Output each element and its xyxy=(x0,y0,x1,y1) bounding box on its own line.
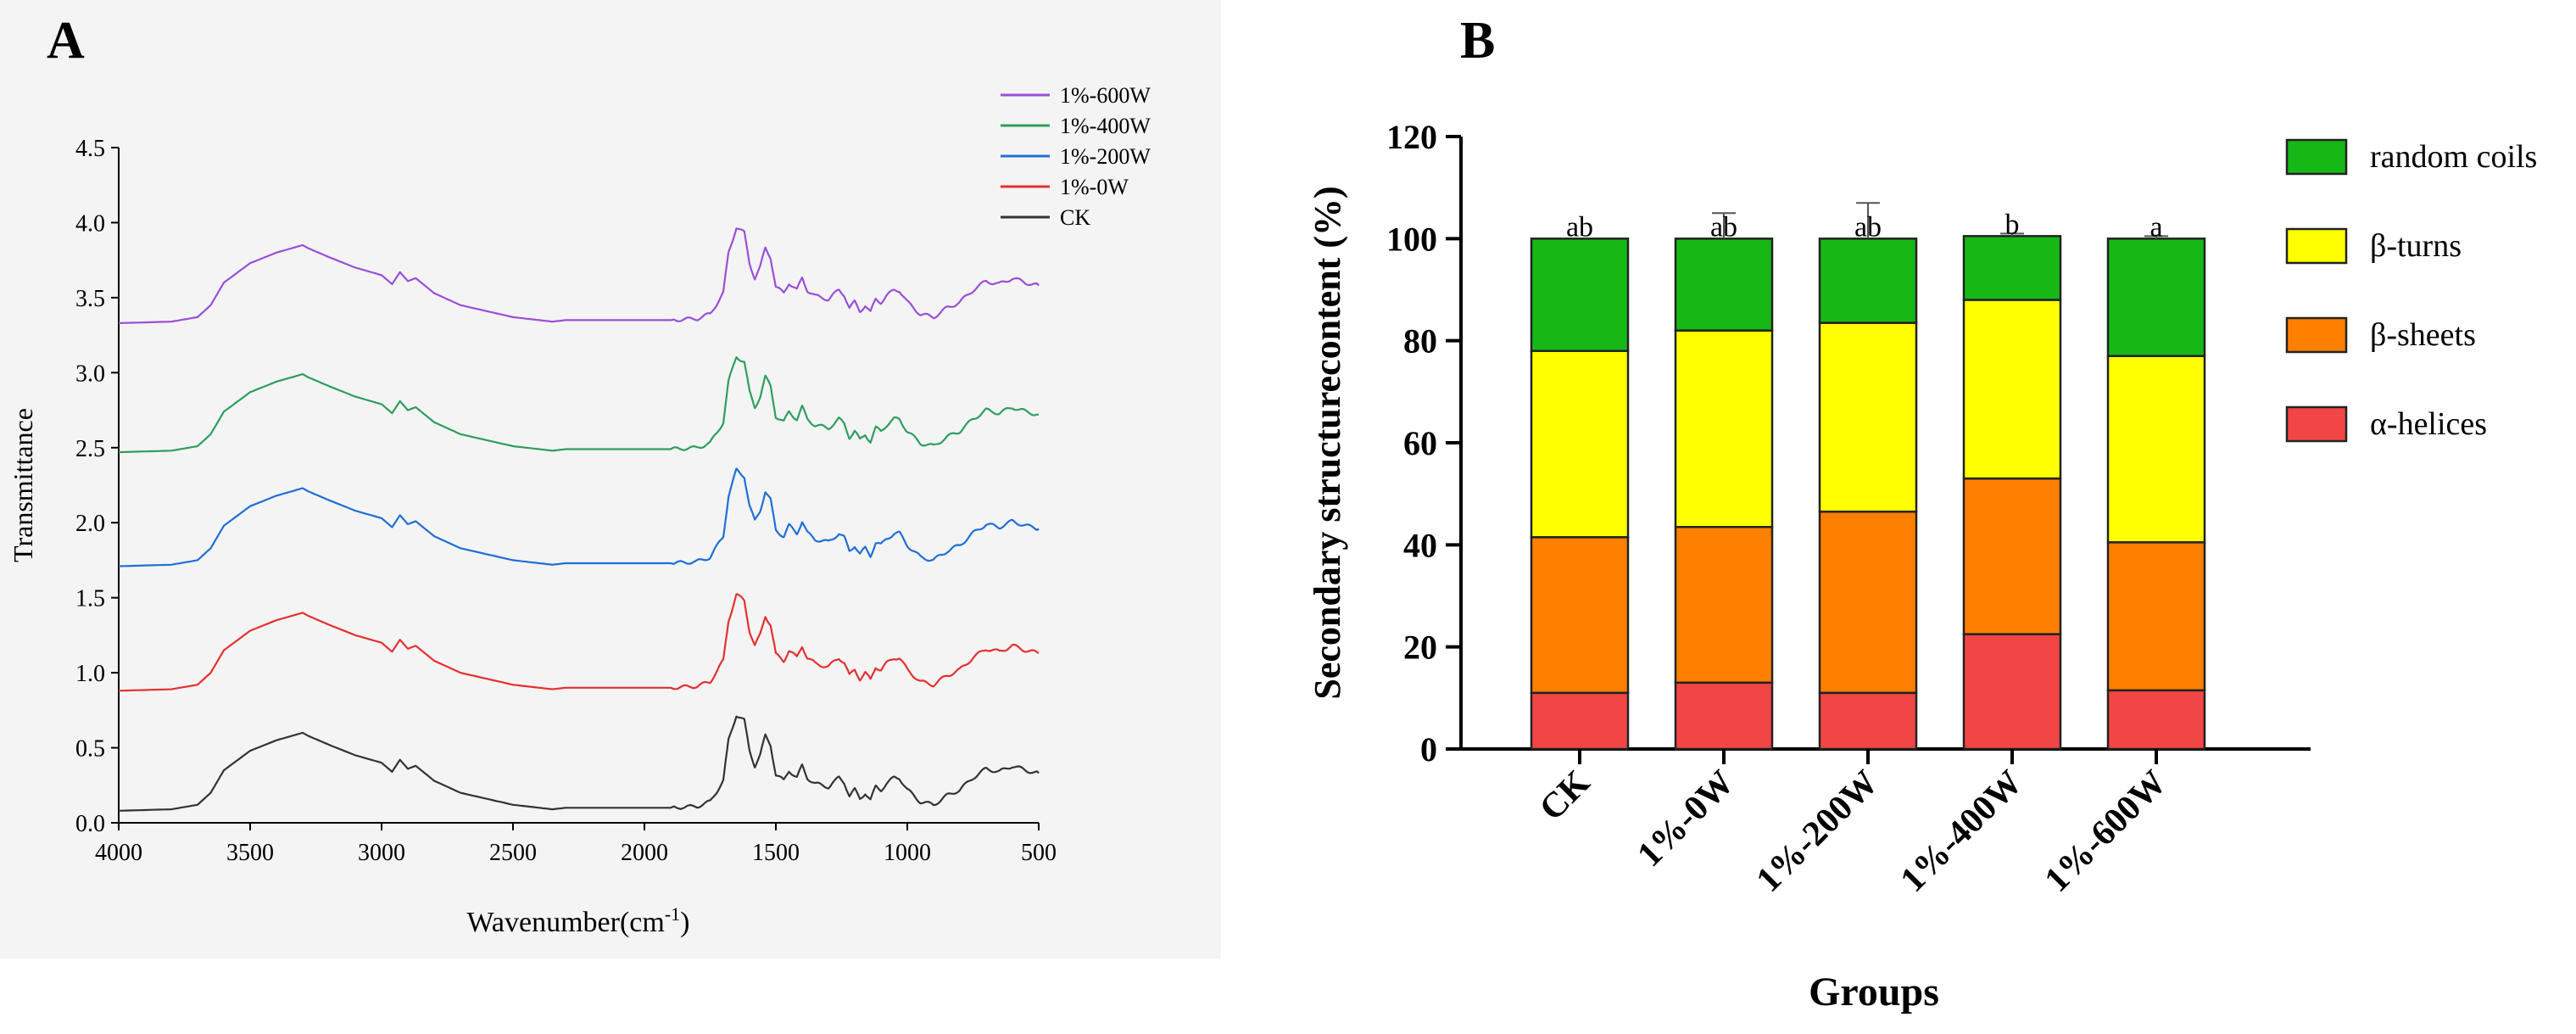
panel-b-label: B xyxy=(1460,12,1495,70)
x-tick-label: CK xyxy=(1532,763,1597,828)
panel-a-plot: 4000 3500 3000 2500 2000 1500 1000 500 0.0 0.5 1.… xyxy=(8,83,1151,938)
panel-a-x-axis-title-end: ) xyxy=(680,907,689,938)
panel-a-y-ticks: 0.0 0.5 1.0 1.5 2.0 2.5 3.0 3.5 4.0 4.5 xyxy=(75,136,119,837)
bar-segment-β-turns xyxy=(1962,299,2062,480)
legend-label: random coils xyxy=(2370,139,2537,175)
bar-segment-β-turns xyxy=(1818,321,1918,513)
significance-letter: a xyxy=(2149,211,2162,243)
significance-letter: ab xyxy=(1566,211,1593,243)
x-tick-label: 3000 xyxy=(358,840,405,866)
legend-swatch xyxy=(2285,316,2348,354)
panel-a-x-axis-title-main: Wavenumber(cm xyxy=(467,907,665,938)
bar-segment-α-helices xyxy=(2106,689,2206,751)
bar-segment-β-turns xyxy=(1530,349,1630,539)
y-tick-label: 4.0 xyxy=(75,210,105,237)
y-tick-label: 20 xyxy=(1403,629,1437,667)
x-tick-label: 1%-200W xyxy=(1749,763,1886,900)
y-tick-label: 1.5 xyxy=(75,586,105,612)
bar-segment-β-sheets xyxy=(1530,536,1630,695)
y-tick-label: 0.5 xyxy=(75,736,105,763)
bar-segment-β-sheets xyxy=(1818,510,1918,695)
panel-a-series-lines xyxy=(118,227,1040,812)
bar-segment-random coils xyxy=(1674,238,1774,332)
x-tick-label: 1%-0W xyxy=(1631,763,1742,875)
series-line-1%-400W xyxy=(118,356,1040,454)
panel-a-x-ticks: 4000 3500 3000 2500 2000 1500 1000 500 xyxy=(95,823,1057,866)
y-tick-label: 80 xyxy=(1403,322,1437,361)
legend-label: β-sheets xyxy=(2370,317,2476,353)
legend-swatch xyxy=(2285,405,2348,443)
y-tick-label: 2.0 xyxy=(75,511,105,537)
y-tick-label: 100 xyxy=(1386,220,1437,258)
legend-label: 1%-600W xyxy=(1060,83,1151,108)
x-tick-label: 4000 xyxy=(95,840,142,866)
panel-b-bars: caaabbaaabcaaabaaabbcaaa xyxy=(1530,202,2206,751)
bar-segment-random coils xyxy=(2106,238,2206,357)
y-tick-label: 1.0 xyxy=(75,661,105,687)
y-tick-label: 2.5 xyxy=(75,436,105,462)
panel-b-y-ticks: 0 20 40 60 80 100 120 xyxy=(1386,118,1461,769)
legend-swatch xyxy=(2285,227,2348,265)
bar-segment-β-turns xyxy=(2106,355,2206,544)
x-tick-label: 2500 xyxy=(489,840,537,866)
panel-a-label: A xyxy=(47,12,85,70)
bar-segment-random coils xyxy=(1818,238,1918,324)
panel-a-y-axis-title: Transmittance xyxy=(8,408,38,562)
legend-label: 1%-400W xyxy=(1060,114,1151,138)
x-tick-label: 3500 xyxy=(226,840,274,866)
y-tick-label: 4.5 xyxy=(75,136,105,162)
bar-segment-α-helices xyxy=(1818,691,1918,751)
y-tick-label: 0 xyxy=(1420,730,1437,769)
y-tick-label: 0.0 xyxy=(75,811,105,837)
y-tick-label: 3.0 xyxy=(75,361,105,387)
x-tick-label: 2000 xyxy=(621,840,668,866)
x-tick-label: 1000 xyxy=(884,840,931,866)
bar-segment-α-helices xyxy=(1962,633,2062,751)
y-tick-label: 60 xyxy=(1403,424,1437,462)
panel-a-x-axis-title: Wavenumber(cm-1) xyxy=(467,903,690,938)
panel-b-legend: random coils β-turns β-sheets α-helices xyxy=(2285,138,2537,443)
panel-a-legend: 1%-600W 1%-400W 1%-200W 1%-0W CK xyxy=(1001,83,1151,230)
series-line-1%-0W xyxy=(118,593,1040,692)
legend-label: 1%-200W xyxy=(1060,144,1151,169)
panel-b-x-tick-labels: CK 1%-0W 1%-200W 1%-400W 1%-600W xyxy=(1532,749,2174,900)
y-tick-label: 40 xyxy=(1403,526,1437,564)
x-tick-label: 1%-400W xyxy=(1893,763,2030,900)
legend-label: β-turns xyxy=(2370,228,2462,264)
bar-segment-β-sheets xyxy=(1674,526,1774,685)
x-tick-label: 1500 xyxy=(752,840,800,866)
bar-segment-β-sheets xyxy=(1962,477,2062,635)
x-tick-label: 1%-600W xyxy=(2038,763,2174,900)
bar-segment-β-turns xyxy=(1674,329,1774,528)
series-line-CK xyxy=(118,715,1040,812)
x-tick-label: 500 xyxy=(1021,840,1057,866)
legend-swatch xyxy=(2285,138,2348,176)
significance-letter: b xyxy=(2005,209,2020,240)
significance-letter: ab xyxy=(1710,211,1737,243)
bar-segment-β-sheets xyxy=(2106,541,2206,692)
legend-label: CK xyxy=(1060,205,1090,230)
bar-segment-α-helices xyxy=(1674,681,1774,751)
significance-letter: ab xyxy=(1854,211,1882,243)
bar-segment-random coils xyxy=(1530,238,1630,352)
panel-a-background xyxy=(0,0,1221,959)
panel-a-x-axis-title-sup: -1 xyxy=(665,903,680,925)
panel-b-x-axis-title: Groups xyxy=(1809,970,1939,1014)
series-line-1%-600W xyxy=(118,227,1040,325)
bar-segment-random coils xyxy=(1962,235,2062,301)
series-line-1%-200W xyxy=(118,467,1040,567)
legend-label: 1%-0W xyxy=(1060,175,1129,199)
y-tick-label: 120 xyxy=(1386,118,1437,156)
bar-segment-α-helices xyxy=(1530,691,1630,751)
panel-b-y-axis-title: Secondary structurecontent (%) xyxy=(1307,186,1348,699)
legend-label: α-helices xyxy=(2370,406,2487,442)
y-tick-label: 3.5 xyxy=(75,286,105,312)
